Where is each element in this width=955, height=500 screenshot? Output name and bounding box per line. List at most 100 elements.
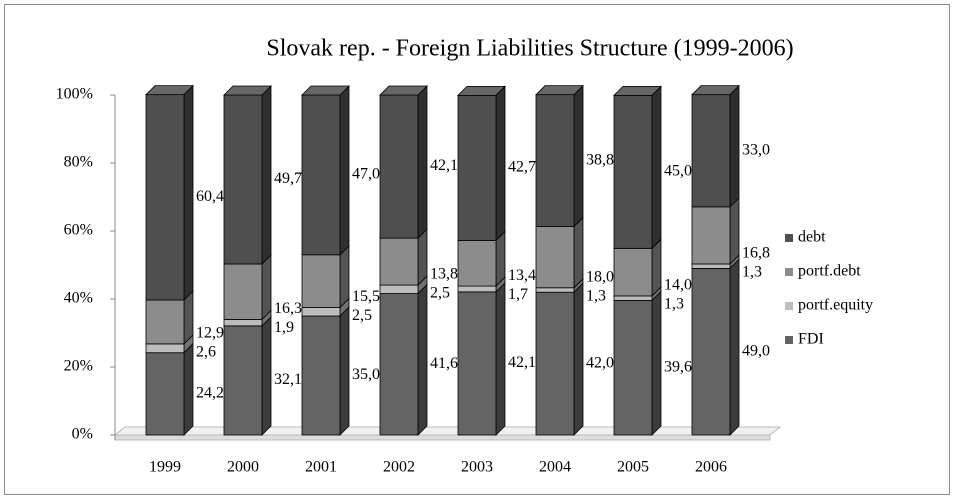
data-label: 42,1 bbox=[430, 157, 458, 174]
bar-side bbox=[417, 283, 428, 436]
data-label: 39,6 bbox=[664, 358, 692, 375]
data-label: 13,8 bbox=[430, 266, 458, 283]
data-label: 2,6 bbox=[196, 344, 216, 361]
bar-segment bbox=[457, 94, 497, 241]
y-tick-label: 20% bbox=[64, 358, 93, 375]
x-tick-label: 2000 bbox=[227, 459, 259, 476]
legend-label: FDI bbox=[798, 331, 824, 348]
bar-segment bbox=[301, 307, 341, 317]
bar-segment bbox=[301, 315, 341, 436]
data-label: 1,3 bbox=[664, 296, 684, 313]
bar-side bbox=[651, 85, 662, 250]
bar-segment bbox=[535, 291, 575, 436]
bar-segment bbox=[691, 94, 731, 208]
bar-side bbox=[651, 238, 662, 297]
data-label: 49,0 bbox=[742, 342, 770, 359]
bar-segment bbox=[691, 263, 731, 269]
data-label: 12,9 bbox=[196, 325, 224, 342]
bar-segment bbox=[535, 94, 575, 227]
y-tick-label: 40% bbox=[64, 290, 93, 307]
data-label: 14,0 bbox=[664, 277, 692, 294]
bar-side bbox=[729, 258, 740, 436]
bar-segment bbox=[379, 237, 419, 286]
x-tick-label: 2003 bbox=[461, 459, 493, 476]
x-tick-label: 2002 bbox=[383, 459, 415, 476]
bar-segment bbox=[223, 318, 263, 327]
bar-segment bbox=[457, 291, 497, 436]
bar-segment bbox=[223, 263, 263, 320]
data-label: 38,8 bbox=[586, 151, 614, 168]
data-label: 45,0 bbox=[664, 163, 692, 180]
bar-segment bbox=[379, 284, 419, 294]
data-label: 47,0 bbox=[352, 166, 380, 183]
bar-segment bbox=[145, 94, 185, 301]
bar-top bbox=[301, 85, 350, 96]
data-label: 49,7 bbox=[274, 170, 302, 187]
data-label: 1,7 bbox=[508, 286, 528, 303]
data-label: 33,0 bbox=[742, 141, 770, 158]
bar-side bbox=[417, 85, 428, 240]
data-label: 41,6 bbox=[430, 355, 458, 372]
legend-label: portf.debt bbox=[798, 263, 861, 280]
data-label: 1,3 bbox=[742, 264, 762, 281]
bar-side bbox=[183, 342, 194, 436]
data-label: 32,1 bbox=[274, 371, 302, 388]
legend-swatch bbox=[785, 336, 793, 344]
bar-segment bbox=[535, 287, 575, 293]
data-label: 35,0 bbox=[352, 366, 380, 383]
bar-segment bbox=[613, 247, 653, 297]
floor-front bbox=[114, 434, 771, 441]
bar-top bbox=[223, 85, 272, 96]
floor-top bbox=[113, 426, 782, 436]
legend-swatch bbox=[785, 268, 793, 276]
bar-side bbox=[339, 306, 350, 436]
bar-side bbox=[573, 216, 584, 289]
data-label: 42,0 bbox=[586, 354, 614, 371]
bar-segment bbox=[301, 94, 341, 256]
x-tick-label: 2004 bbox=[539, 459, 571, 476]
data-label: 13,4 bbox=[508, 267, 536, 284]
bar-segment bbox=[613, 94, 653, 249]
bar-top bbox=[535, 85, 584, 96]
legend-swatch bbox=[785, 234, 793, 242]
bar-segment bbox=[145, 352, 185, 436]
y-tick-label: 0% bbox=[72, 426, 93, 443]
bar-side bbox=[261, 315, 272, 436]
bar-side bbox=[573, 84, 584, 228]
bar-segment bbox=[535, 226, 575, 289]
bar-side bbox=[261, 254, 272, 321]
x-tick-label: 1999 bbox=[149, 459, 181, 476]
bar-side bbox=[339, 244, 350, 309]
x-tick-label: 2006 bbox=[695, 459, 727, 476]
bar-segment bbox=[145, 343, 185, 354]
bar-side bbox=[183, 84, 194, 301]
y-tick-label: 60% bbox=[64, 222, 93, 239]
bar-side bbox=[495, 85, 506, 242]
bar-segment bbox=[145, 299, 185, 345]
bar-segment bbox=[457, 285, 497, 293]
data-label: 60,4 bbox=[196, 188, 224, 205]
legend-label: debt bbox=[798, 229, 826, 246]
x-tick-label: 2005 bbox=[617, 459, 649, 476]
bar-top bbox=[457, 85, 506, 96]
bar-segment bbox=[613, 299, 653, 436]
bar-segment bbox=[223, 94, 263, 265]
chart-title: Slovak rep. - Foreign Liabilities Struct… bbox=[266, 36, 793, 62]
bar-segment bbox=[457, 240, 497, 287]
bar-top bbox=[691, 85, 740, 96]
data-label: 16,3 bbox=[274, 300, 302, 317]
data-label: 2,5 bbox=[352, 307, 372, 324]
y-tick-label: 100% bbox=[56, 86, 93, 103]
bar-segment bbox=[379, 94, 419, 239]
bar-side bbox=[651, 290, 662, 436]
bar-segment bbox=[613, 295, 653, 301]
data-label: 24,2 bbox=[196, 385, 224, 402]
bar-top bbox=[613, 85, 662, 96]
bar-side bbox=[417, 228, 428, 287]
data-label: 1,9 bbox=[274, 319, 294, 336]
bar-side bbox=[573, 282, 584, 436]
bar-top bbox=[145, 85, 194, 96]
x-tick-label: 2001 bbox=[305, 459, 337, 476]
y-tick-label: 80% bbox=[64, 154, 93, 171]
bar-top bbox=[379, 85, 428, 96]
